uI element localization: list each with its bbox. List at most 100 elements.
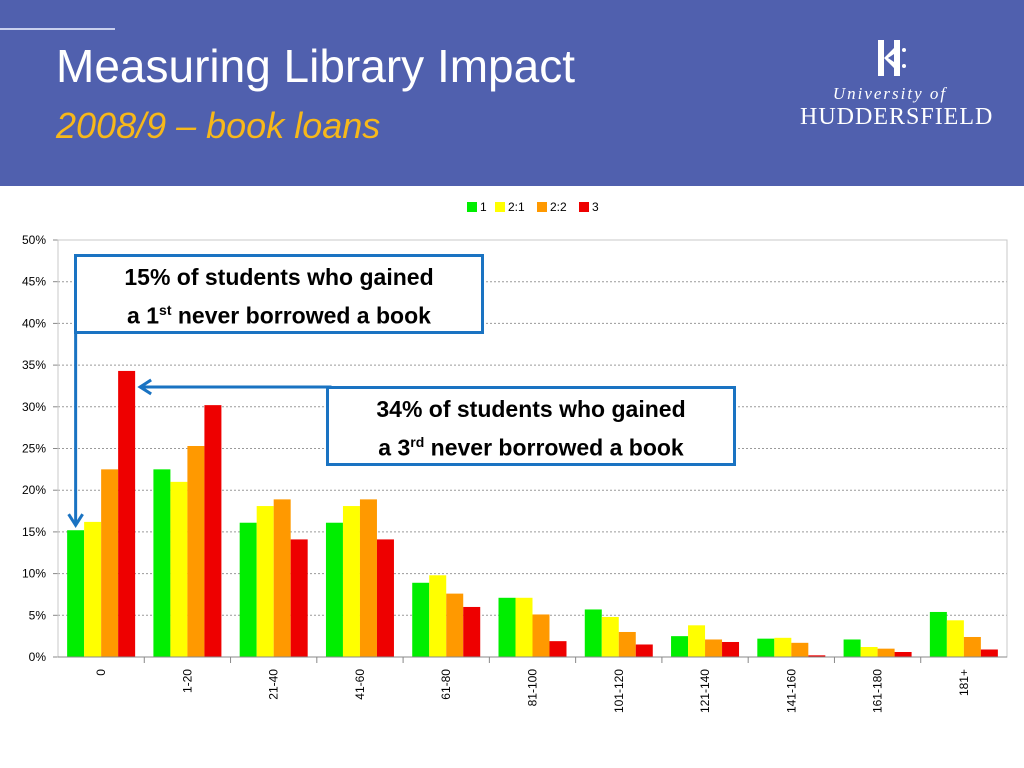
x-tick-label: 1-20 [180, 669, 194, 693]
header-banner: Measuring Library Impact 2008/9 – book l… [0, 0, 1024, 186]
legend-swatch [537, 202, 547, 212]
bar-2-2-161-180 [877, 648, 895, 657]
callout-2-sup: rd [410, 434, 425, 450]
bar-3-0 [118, 370, 136, 657]
y-tick-label: 45% [22, 275, 46, 289]
x-tick-label: 101-120 [612, 669, 626, 713]
callout-1-sup: st [159, 302, 172, 318]
bar-1-161-180 [843, 639, 861, 657]
bar-1-181+ [929, 611, 947, 657]
bar-2-2-181+ [963, 636, 981, 657]
y-tick-label: 50% [22, 233, 46, 247]
bar-3-21-40 [290, 539, 308, 657]
bar-3-101-120 [635, 644, 653, 657]
callout-2-line2-pre: a 3 [378, 434, 411, 461]
bar-3-121-140 [722, 641, 740, 657]
bar-2-2-101-120 [618, 631, 636, 657]
x-tick-label: 181+ [957, 669, 971, 696]
x-tick-label: 0 [94, 669, 108, 676]
legend-label: 3 [592, 200, 599, 214]
callout-third-class: 34% of students who gained a 3rd never b… [326, 386, 736, 466]
bar-2-2-141-160 [791, 642, 809, 657]
legend-label: 2:2 [550, 200, 567, 214]
bar-1-41-60 [325, 522, 343, 657]
y-tick-label: 5% [29, 608, 47, 622]
bar-3-61-80 [463, 606, 481, 657]
x-tick-label: 81-100 [526, 669, 540, 707]
bar-1-141-160 [757, 638, 775, 657]
bar-1-121-140 [671, 636, 689, 657]
bar-1-1-20 [153, 469, 171, 657]
page-subtitle: 2008/9 – book loans [56, 105, 381, 146]
bar-3-1-20 [204, 405, 222, 657]
y-tick-label: 30% [22, 400, 46, 414]
grouped-bar-chart: 1 2:1 2:2 3 0% 5% 10% 15% 20% 25% 30% 35% 40% 45% 50%… [22, 200, 1008, 713]
callout-1-line2-post: never borrowed a book [171, 302, 431, 329]
bar-2-2-121-140 [705, 639, 723, 657]
callout-2-line2: a 3rd never borrowed a book [335, 426, 727, 465]
bar-3-41-60 [376, 539, 394, 657]
bar-1-0 [67, 530, 85, 657]
bar-2-2-41-60 [359, 499, 377, 657]
x-tick-label: 141-160 [784, 669, 798, 713]
legend-swatch [467, 202, 477, 212]
logo-text-line1: University of [832, 84, 948, 103]
legend-label: 2:1 [508, 200, 525, 214]
x-axis: 0 1-20 21-40 41-60 61-80 81-100 101-120 121-140… [58, 656, 1007, 713]
bar-2-2-0 [101, 469, 119, 657]
callout-2-arrowhead [137, 378, 152, 396]
bar-2-2-81-100 [532, 614, 550, 657]
bar-2-1-21-40 [256, 506, 274, 657]
bar-2-1-161-180 [860, 646, 878, 657]
x-tick-label: 41-60 [353, 669, 367, 700]
y-tick-label: 15% [22, 525, 46, 539]
callout-1-arrow [74, 324, 78, 525]
bar-3-81-100 [549, 641, 567, 657]
callout-1-line1: 15% of students who gained [124, 264, 434, 290]
logo-text-line2: HUDDERSFIELD [800, 104, 994, 130]
bar-2-2-1-20 [187, 445, 205, 657]
y-axis: 0% 5% 10% 15% 20% 25% 30% 35% 40% 45% 50% [22, 233, 1008, 664]
y-tick-label: 35% [22, 358, 46, 372]
x-tick-label: 161-180 [871, 669, 885, 713]
x-tick-label: 121-140 [698, 669, 712, 713]
y-tick-label: 0% [29, 650, 47, 664]
bar-3-181+ [980, 649, 998, 657]
y-tick-label: 10% [22, 567, 46, 581]
chart-legend: 1 2:1 2:2 3 [467, 200, 599, 214]
bar-2-1-101-120 [601, 616, 619, 657]
bar-1-21-40 [239, 522, 257, 657]
bar-2-2-21-40 [273, 499, 291, 657]
callout-first-class: 15% of students who gained a 1st never b… [74, 254, 484, 334]
callout-1-line2: a 1st never borrowed a book [83, 294, 475, 333]
bar-2-1-0 [84, 521, 102, 657]
y-tick-label: 40% [22, 316, 46, 330]
legend-label: 1 [480, 200, 487, 214]
bar-3-141-160 [808, 655, 826, 657]
bar-1-81-100 [498, 597, 516, 657]
callout-2-line2-post: never borrowed a book [424, 434, 684, 461]
bar-2-2-61-80 [446, 593, 464, 657]
legend-swatch [579, 202, 589, 212]
university-logo: University of HUDDERSFIELD [800, 38, 994, 138]
bar-2-1-1-20 [170, 481, 188, 657]
y-tick-label: 25% [22, 442, 46, 456]
callout-2-line1: 34% of students who gained [376, 396, 686, 422]
bar-2-1-81-100 [515, 597, 533, 657]
bar-2-1-141-160 [774, 637, 792, 657]
x-tick-label: 21-40 [267, 669, 281, 700]
bar-2-1-181+ [946, 620, 964, 657]
header-accent-line [0, 28, 115, 30]
bar-3-161-180 [894, 651, 912, 657]
bar-2-1-61-80 [429, 575, 447, 657]
bar-2-1-41-60 [342, 506, 360, 657]
page-title: Measuring Library Impact [56, 40, 575, 92]
callout-1-arrowhead [67, 513, 84, 529]
university-crest-icon [878, 40, 906, 76]
x-tick-label: 61-80 [439, 669, 453, 700]
bar-2-1-121-140 [688, 625, 706, 657]
y-tick-label: 20% [22, 483, 46, 497]
chart-bars [67, 370, 998, 657]
callout-1-line2-pre: a 1 [127, 302, 160, 329]
legend-swatch [495, 202, 505, 212]
